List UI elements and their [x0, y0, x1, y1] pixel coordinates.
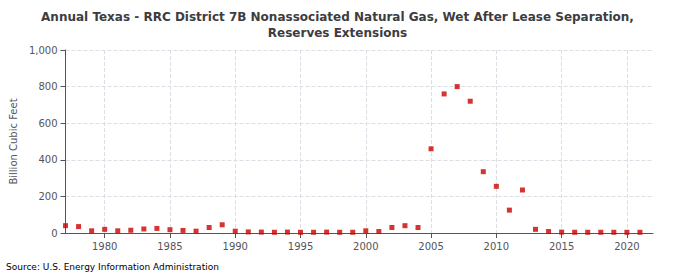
svg-text:0: 0: [51, 228, 57, 239]
svg-text:2015: 2015: [549, 241, 574, 252]
svg-text:Billion Cubic Feet: Billion Cubic Feet: [8, 98, 19, 184]
svg-text:Annual Texas - RRC District 7B: Annual Texas - RRC District 7B Nonassoci…: [41, 10, 634, 24]
svg-text:Reserves Extensions: Reserves Extensions: [268, 26, 407, 40]
svg-text:Source: U.S. Energy Informatio: Source: U.S. Energy Information Administ…: [6, 262, 219, 272]
svg-text:2000: 2000: [353, 241, 378, 252]
svg-text:2005: 2005: [418, 241, 443, 252]
svg-text:1,000: 1,000: [29, 45, 58, 56]
svg-text:1980: 1980: [92, 241, 117, 252]
svg-text:2010: 2010: [484, 241, 509, 252]
svg-text:600: 600: [38, 118, 57, 129]
svg-text:200: 200: [38, 191, 57, 202]
svg-text:2020: 2020: [614, 241, 639, 252]
svg-text:800: 800: [38, 81, 57, 92]
svg-text:1990: 1990: [223, 241, 248, 252]
svg-text:1985: 1985: [157, 241, 182, 252]
svg-text:1995: 1995: [288, 241, 313, 252]
svg-text:400: 400: [38, 154, 57, 165]
